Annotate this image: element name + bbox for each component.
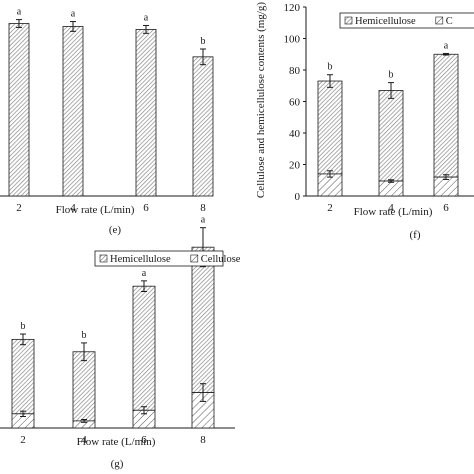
panel-g: b 2 b 4 a 6 a 8 Flow rate (L/min) Hemicellulose Ce… <box>0 215 241 470</box>
legend-swatch-f-1 <box>435 16 444 25</box>
panel-e: a 2 a 4 a 6 b 8 Flow rate (L/min) (e) <box>0 7 214 236</box>
x-tick-label-f-2: 2 <box>327 202 333 214</box>
legend-label-f-1: C <box>446 16 453 27</box>
panel-label-g: (g) <box>111 458 124 470</box>
panel-f: 0 20 40 60 80 100 120 b 2 b 4 a 6 Flow rate (L/min) He… <box>255 2 474 241</box>
plot-area-f: 0 20 40 60 80 100 120 b 2 b 4 a 6 Flow rate (L/min) He… <box>284 2 474 218</box>
x-tick-label-g-8: 8 <box>200 434 206 446</box>
significance-label-f-2: b <box>328 62 333 73</box>
bar-hemicellulose-g-8 <box>191 246 215 393</box>
panel-label-e: (e) <box>109 224 122 236</box>
y-tick-label-f: 100 <box>284 34 301 46</box>
bar-hemicellulose-f-4 <box>378 90 404 182</box>
x-tick-label-g-4: 4 <box>81 434 87 446</box>
significance-label-g-8: a <box>201 215 206 226</box>
significance-label-e-2: a <box>17 7 22 18</box>
x-axis-title-e: Flow rate (L/min) <box>56 204 135 216</box>
y-tick-label-f: 20 <box>289 160 301 172</box>
bar-hemicellulose-f-6 <box>433 53 459 178</box>
y-tick-label-f: 40 <box>289 128 301 140</box>
y-tick-label-f: 60 <box>289 97 301 109</box>
bar-hemicellulose-f-2 <box>317 80 343 175</box>
y-tick-label-f: 120 <box>284 2 301 14</box>
x-axis-title-g: Flow rate (L/min) <box>77 436 156 448</box>
x-tick-label-e-8: 8 <box>200 202 206 214</box>
bar-e-8 <box>192 56 214 197</box>
significance-label-e-8: b <box>201 36 206 47</box>
significance-label-e-6: a <box>144 12 149 23</box>
significance-label-e-4: a <box>71 9 76 20</box>
legend-swatch-g-0 <box>99 254 108 263</box>
y-tick-label-f: 80 <box>289 65 301 77</box>
legend-swatch-g-1 <box>190 254 199 263</box>
significance-label-f-4: b <box>389 70 394 81</box>
legend-label-g-0: Hemicellulose <box>110 254 171 265</box>
bar-hemicellulose-g-2 <box>11 338 35 415</box>
significance-label-g-6: a <box>142 268 147 279</box>
legend-label-f-0: Hemicellulose <box>355 16 416 27</box>
y-axis-title-f: Cellulose and hemicellulose contents (mg… <box>255 2 267 198</box>
bar-e-4 <box>62 26 84 197</box>
x-tick-label-g-6: 6 <box>141 434 147 446</box>
significance-label-f-6: a <box>444 40 449 51</box>
bar-hemicellulose-g-6 <box>132 285 156 411</box>
bar-e-6 <box>135 28 157 197</box>
x-tick-label-e-4: 4 <box>70 202 76 214</box>
legend-swatch-f-0 <box>344 16 353 25</box>
plot-area-e: a 2 a 4 a 6 b 8 Flow rate (L/min) <box>0 7 214 216</box>
bar-cellulose-f-4 <box>378 180 404 197</box>
bar-hemicellulose-g-4 <box>72 351 96 422</box>
x-tick-label-f-6: 6 <box>443 202 449 214</box>
bar-e-2 <box>8 23 30 197</box>
significance-label-g-2: b <box>21 321 26 332</box>
plot-area-g: b 2 b 4 a 6 a 8 Flow rate (L/min) Hemicellulose Ce… <box>0 215 241 448</box>
panel-label-f: (f) <box>410 229 421 241</box>
significance-label-g-4: b <box>82 330 87 341</box>
y-tick-label-f: 0 <box>295 191 301 203</box>
x-tick-label-f-4: 4 <box>388 202 394 214</box>
legend-label-g-1: Cellulose <box>201 254 241 265</box>
x-tick-label-e-2: 2 <box>16 202 22 214</box>
x-tick-label-e-6: 6 <box>143 202 149 214</box>
x-tick-label-g-2: 2 <box>20 434 26 446</box>
x-axis-title-f: Flow rate (L/min) <box>354 206 433 218</box>
